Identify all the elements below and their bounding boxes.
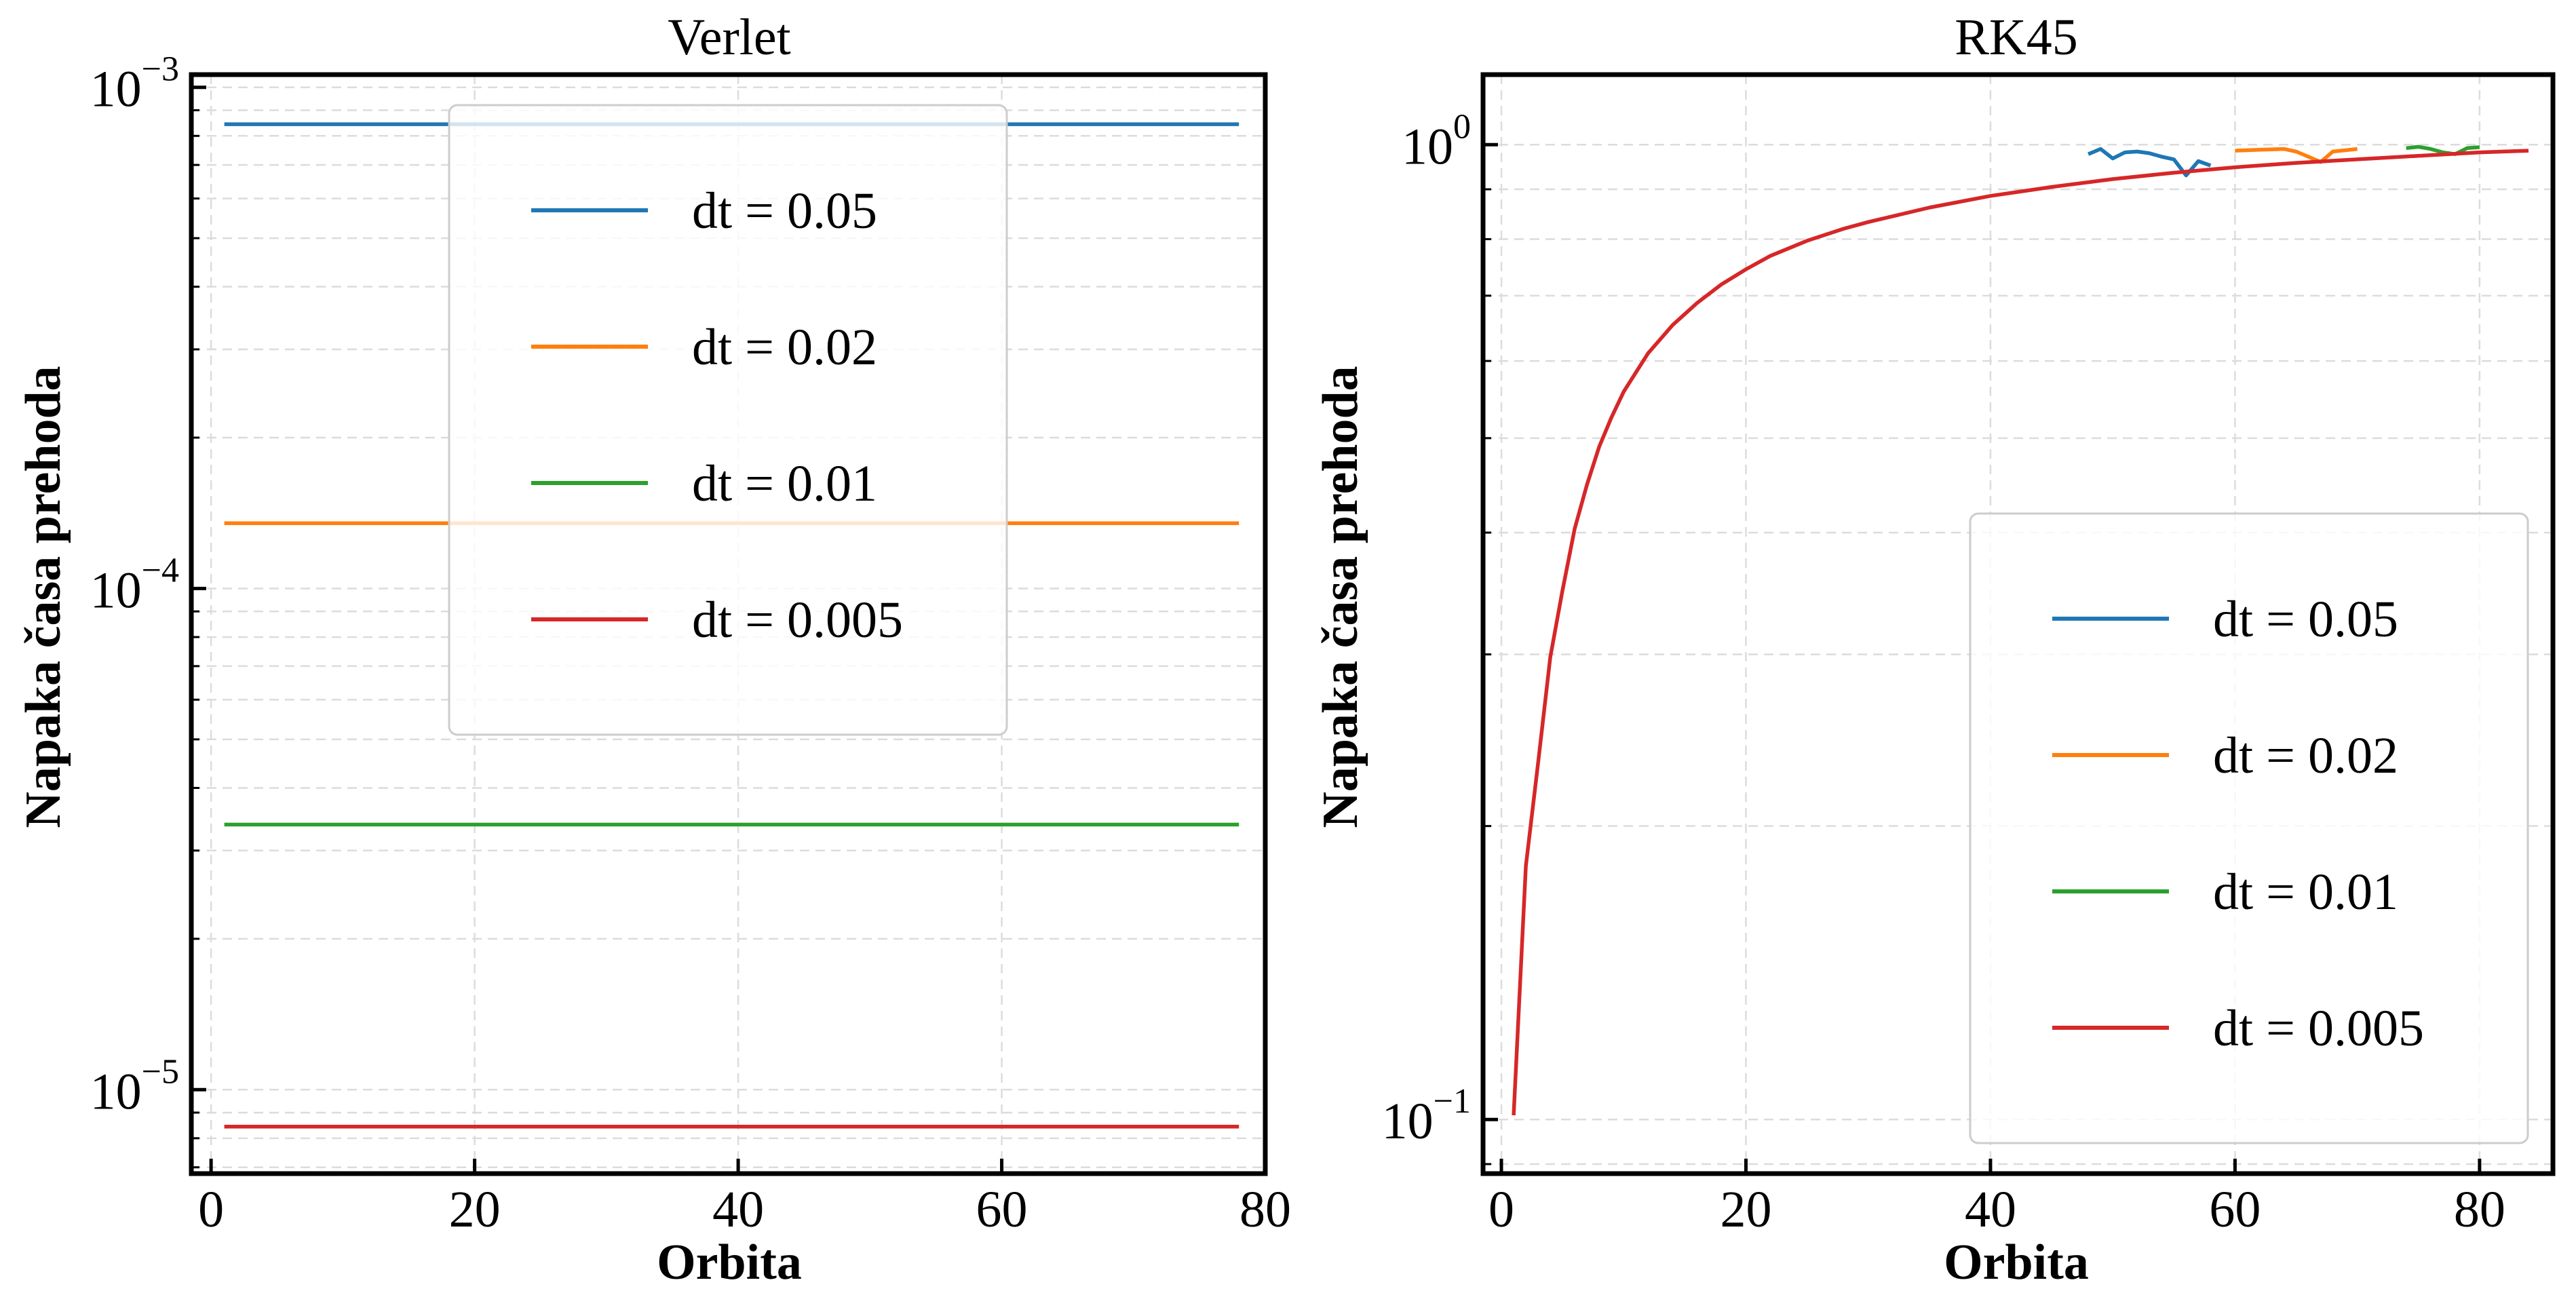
rk45-chart-panel: RK45 Orbita Napaka časa prehoda 0 20 40 60 8… xyxy=(1313,9,2556,1290)
legend-label: dt = 0.02 xyxy=(2213,727,2398,784)
legend-label: dt = 0.05 xyxy=(2213,591,2398,648)
axis-ticks: 0 20 40 60 80 10−5 10−4 10−3 xyxy=(90,50,1291,1238)
verlet-chart-panel: Verlet Orbita Napaka časa prehoda 0 20 40 6… xyxy=(16,9,1291,1290)
plot-area-frame xyxy=(1480,72,2556,1176)
x-tick-label: 20 xyxy=(1720,1181,1771,1238)
data-series-group xyxy=(1512,144,2529,1116)
x-tick-label: 20 xyxy=(449,1181,501,1238)
x-tick-label: 40 xyxy=(1965,1181,2016,1238)
x-tick-label: 0 xyxy=(1488,1181,1514,1238)
legend-label: dt = 0.02 xyxy=(692,319,877,376)
x-tick-label: 60 xyxy=(2209,1181,2261,1238)
y-tick-label: 100 xyxy=(1402,107,1471,175)
y-tick-label: 10−1 xyxy=(1382,1082,1471,1150)
y-tick-label: 10−4 xyxy=(90,551,179,619)
x-tick-label: 80 xyxy=(2454,1181,2505,1238)
y-axis-label: Napaka časa prehoda xyxy=(1313,366,1368,828)
series-line-4 xyxy=(1512,149,2529,1116)
legend: dt = 0.05 dt = 0.02 dt = 0.01 dt = 0.005 xyxy=(448,104,1008,736)
y-tick-label: 10−5 xyxy=(90,1052,179,1120)
series-line-2 xyxy=(2235,147,2358,164)
series-line-3 xyxy=(2406,144,2480,156)
legend-label: dt = 0.05 xyxy=(692,182,877,239)
legend: dt = 0.05 dt = 0.02 dt = 0.01 dt = 0.005 xyxy=(1969,512,2529,1144)
x-tick-label: 40 xyxy=(712,1181,764,1238)
x-tick-label: 60 xyxy=(976,1181,1028,1238)
chart-title: Verlet xyxy=(668,9,790,66)
legend-label: dt = 0.005 xyxy=(2213,1000,2424,1057)
x-tick-label: 0 xyxy=(198,1181,224,1238)
legend-box xyxy=(448,104,1008,736)
x-axis-label: Orbita xyxy=(1944,1235,2089,1290)
x-tick-label: 80 xyxy=(1239,1181,1291,1238)
legend-label: dt = 0.01 xyxy=(692,455,877,512)
chart-title: RK45 xyxy=(1955,9,2078,66)
legend-label: dt = 0.01 xyxy=(2213,864,2398,921)
legend-box xyxy=(1969,512,2529,1144)
y-tick-label: 10−3 xyxy=(90,50,179,118)
legend-label: dt = 0.005 xyxy=(692,592,903,649)
plot-area-frame xyxy=(189,72,1268,1176)
axis-ticks: 0 20 40 60 80 10−1 100 xyxy=(1382,107,2505,1238)
x-axis-label: Orbita xyxy=(657,1235,802,1290)
y-axis-label: Napaka časa prehoda xyxy=(16,366,71,828)
